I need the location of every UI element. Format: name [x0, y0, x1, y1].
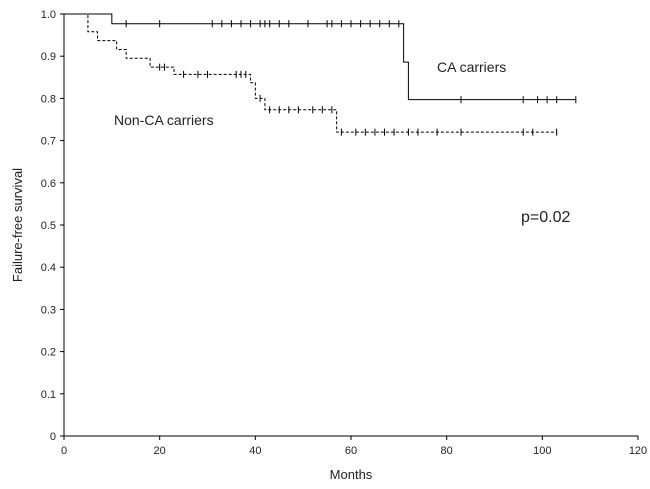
series-layer: [64, 13, 577, 136]
y-tick-label: 1.0: [41, 9, 56, 21]
x-tick-label: 100: [533, 445, 551, 457]
x-tick-label: 0: [61, 445, 67, 457]
y-tick-label: 0: [50, 431, 56, 443]
series-label-ca-carriers: CA carriers: [437, 59, 506, 75]
y-tick-label: 0.1: [41, 389, 56, 401]
x-tick-label: 120: [629, 445, 647, 457]
y-tick-label: 0.5: [41, 220, 56, 232]
y-tick-label: 0.3: [41, 304, 56, 316]
series-1-group: [64, 13, 558, 136]
series-1-line: [64, 13, 557, 133]
series-label-non-ca-carriers: Non-CA carriers: [114, 112, 214, 128]
x-tick-label: 20: [154, 445, 166, 457]
ticks: 0 20 40 60 80 100 120 0 0.1 0.2 0.3 0.4 0.5 0.6 0.7 0.8…: [41, 9, 647, 457]
y-tick-label: 0.6: [41, 178, 56, 190]
y-axis-label: Failure-free survival: [10, 168, 25, 282]
y-tick-label: 0.7: [41, 136, 56, 148]
series-0-line: [64, 13, 576, 101]
y-tick-label: 0.2: [41, 347, 56, 359]
series-0-group: [64, 13, 577, 104]
y-tick-label: 0.9: [41, 51, 56, 63]
x-tick-label: 80: [441, 445, 453, 457]
p-value-annotation: p=0.02: [521, 209, 570, 226]
y-tick-label: 0.4: [41, 262, 56, 274]
y-tick-label: 0.8: [41, 93, 56, 105]
x-axis-label: Months: [330, 467, 373, 482]
x-tick-label: 60: [345, 445, 357, 457]
x-tick-label: 40: [249, 445, 261, 457]
